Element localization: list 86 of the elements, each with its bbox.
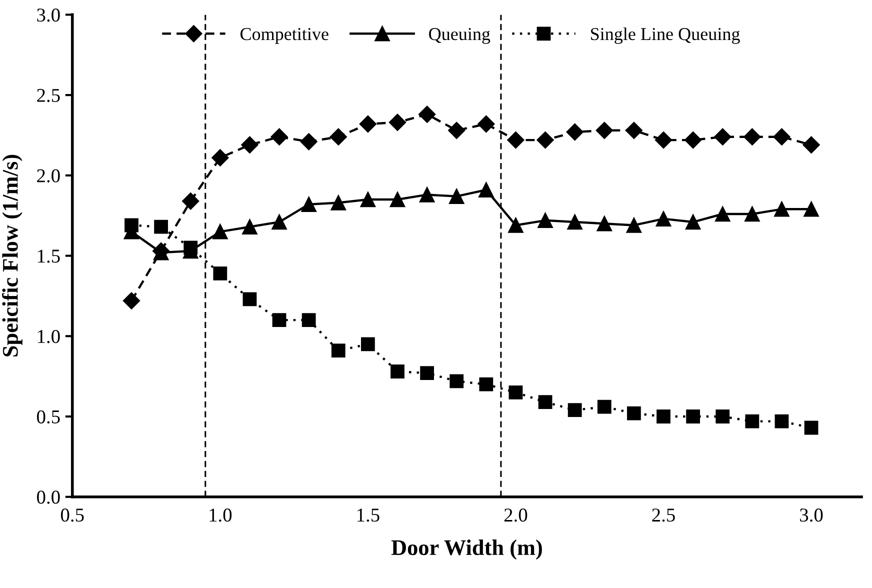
point [536,132,554,149]
point [478,182,494,198]
point [625,122,642,139]
point [448,122,466,139]
point [508,218,524,233]
y-axis-title: Speicific Flow (1/m/s) [2,154,22,356]
x-tick-label: 1.0 [210,508,232,522]
point [567,214,582,230]
point [654,132,672,149]
point [716,410,730,424]
point [596,216,612,232]
y-tick-label: 0.0 [37,490,60,504]
point [804,202,819,217]
y-tick-label: 3.0 [37,8,60,22]
point [566,123,584,141]
point [714,128,732,146]
point [626,218,642,233]
point [450,374,464,388]
point [420,366,434,380]
point [538,395,552,409]
x-tick-label: 0.5 [60,508,84,522]
point [478,115,495,133]
point [360,337,375,352]
y-tick-label: 2.5 [37,88,60,102]
point [804,420,818,435]
point [212,149,229,166]
point [802,136,820,154]
point [596,122,613,139]
y-tick-label: 2.0 [37,169,60,182]
legend-label: Competitive [240,28,328,44]
point [330,195,346,210]
point [182,192,200,210]
point [656,211,672,226]
point [270,128,288,146]
y-tick-label: 0.5 [37,410,60,424]
point [684,132,702,149]
point [359,115,376,133]
point [212,224,228,240]
point [330,128,347,146]
point [154,220,168,234]
point [300,133,318,150]
point [507,132,524,149]
point [656,410,670,424]
point [390,364,404,378]
point [508,385,523,400]
y-tick-label: 1.0 [38,330,60,344]
point [242,219,258,234]
point [242,292,257,306]
x-axis-title: Door Width (m) [391,539,542,560]
point [241,136,258,154]
point [744,128,761,146]
point [418,106,436,123]
point [568,403,582,418]
point [479,377,494,392]
point [745,414,760,428]
point [774,202,790,217]
x-tick-label: 2.5 [652,508,675,522]
y-tick-label: 1.5 [38,250,60,263]
point [773,128,790,146]
point [714,206,730,222]
point [301,196,316,212]
point [184,240,198,255]
point [388,114,406,131]
point [331,344,346,358]
point [390,192,406,208]
point [272,313,286,328]
point [302,313,316,328]
point [685,214,701,230]
point [744,206,760,222]
point [774,414,789,428]
point [686,410,700,424]
point [213,266,228,280]
point [122,292,140,310]
point [419,187,435,202]
point [538,212,553,228]
point [124,218,138,232]
legend-label: Queuing [429,28,490,44]
point [272,214,287,230]
legend-label: Single Line Queuing [591,27,740,44]
point [448,188,464,204]
x-tick-label: 2.0 [504,508,528,522]
point [627,406,641,420]
x-tick-label: 1.5 [358,508,380,522]
point [597,400,612,414]
x-tick-label: 3.0 [800,508,823,522]
point [360,192,376,208]
